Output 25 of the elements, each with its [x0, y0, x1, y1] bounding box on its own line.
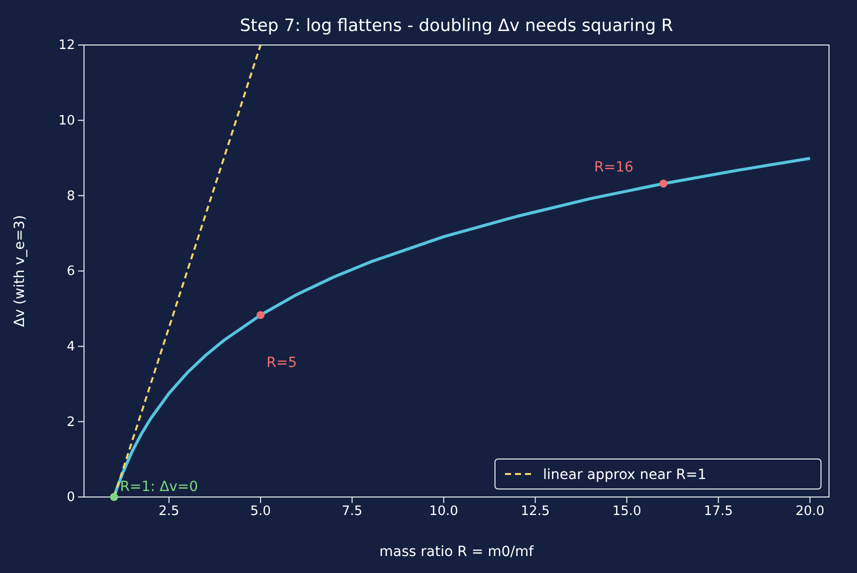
x-tick-label: 17.5 [704, 504, 733, 520]
y-axis-title: Δv (with v_e=3) [12, 215, 28, 327]
x-tick-label: 20.0 [795, 504, 824, 520]
y-tick-label: 8 [66, 188, 75, 204]
x-axis-title: mass ratio R = m0/mf [379, 544, 535, 560]
point [110, 493, 118, 501]
x-tick-label: 10.0 [429, 504, 458, 520]
annotation: R=5 [266, 355, 297, 372]
x-tick-label: 12.5 [520, 504, 550, 520]
y-tick-label: 0 [66, 490, 75, 506]
y-tick-label: 12 [58, 38, 75, 54]
chart-title: Step 7: log flattens - doubling Δv needs squaring R [240, 16, 674, 36]
x-tick-label: 2.5 [158, 504, 180, 520]
x-tick-label: 7.5 [342, 504, 362, 520]
y-tick-label: 10 [58, 113, 75, 128]
annotation: R=1: Δv=0 [120, 479, 198, 495]
x-tick-label: 5.0 [250, 504, 271, 520]
point [256, 311, 265, 320]
x-tick-label: 15.0 [612, 504, 642, 520]
y-tick-label: 6 [66, 264, 75, 280]
legend-label: linear approx near R=1 [543, 467, 706, 483]
y-tick-label: 4 [66, 339, 75, 354]
annotation: R=16 [594, 160, 634, 176]
y-tick-label: 2 [66, 414, 75, 430]
point [659, 180, 668, 188]
